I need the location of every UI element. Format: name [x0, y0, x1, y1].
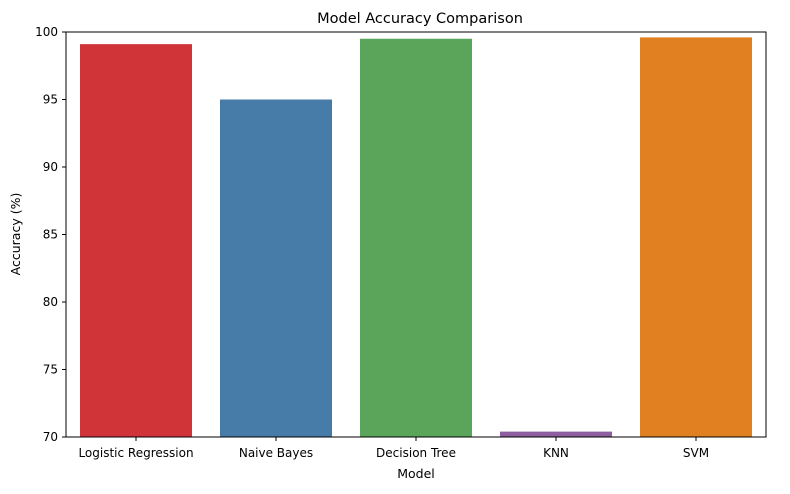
y-tick-label: 75 [43, 363, 58, 377]
x-tick-label: SVM [683, 446, 709, 460]
y-axis-label: Accuracy (%) [8, 193, 23, 276]
y-tick-label: 80 [43, 295, 58, 309]
y-tick-label: 100 [35, 25, 58, 39]
bar-naive-bayes [220, 99, 332, 437]
y-axis-ticks: 70 75 80 85 90 95 100 [35, 25, 66, 444]
y-tick-label: 90 [43, 160, 58, 174]
y-tick-label: 95 [43, 93, 58, 107]
bar-decision-tree [360, 38, 472, 437]
x-tick-label: Logistic Regression [78, 446, 193, 460]
chart-title: Model Accuracy Comparison [317, 11, 523, 27]
y-tick-label: 70 [43, 430, 58, 444]
x-axis-ticks: Logistic Regression Naive Bayes Decision T… [78, 437, 709, 460]
y-tick-label: 85 [43, 228, 58, 242]
x-tick-label: Naive Bayes [239, 446, 313, 460]
plot-frame [65, 31, 767, 438]
x-axis-label: Model [397, 466, 435, 481]
bar-logistic-regression [80, 44, 192, 438]
x-tick-label: KNN [543, 446, 569, 460]
bar-knn [500, 431, 612, 437]
x-tick-label: Decision Tree [376, 446, 456, 460]
bars [80, 37, 752, 438]
bar-svm [640, 37, 752, 438]
